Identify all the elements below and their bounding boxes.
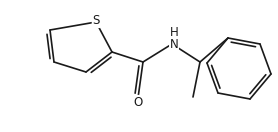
Text: N: N — [170, 37, 178, 51]
Text: S: S — [92, 15, 100, 27]
Text: H: H — [170, 25, 178, 39]
Text: O: O — [133, 95, 143, 109]
